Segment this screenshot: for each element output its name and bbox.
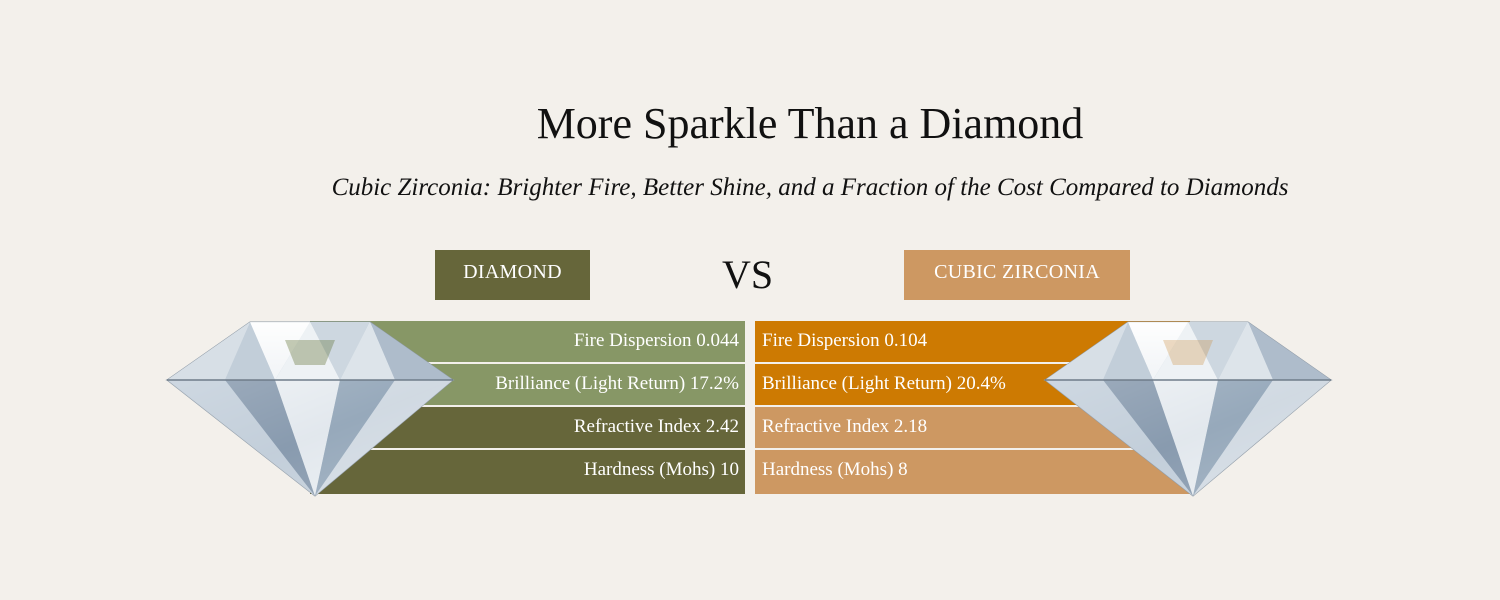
diamond-label: DIAMOND [435,250,590,300]
page-title: More Sparkle Than a Diamond [536,99,1084,148]
cubic-zirconia-gem-icon [1043,321,1333,497]
cubic-zirconia-properties-panel: Fire Dispersion 0.104 Brilliance (Light … [755,321,1190,494]
diamond-hardness-row: Hardness (Mohs) 10 [310,450,745,494]
page-subtitle: Cubic Zirconia: Brighter Fire, Better Sh… [331,174,1289,201]
diamond-gem-icon [165,321,455,497]
vs-label: VS [722,252,774,297]
cubic-zirconia-label: CUBIC ZIRCONIA [904,250,1130,300]
cz-hardness-row: Hardness (Mohs) 8 [755,450,1190,494]
cz-fire-dispersion-row: Fire Dispersion 0.104 [755,321,1190,364]
